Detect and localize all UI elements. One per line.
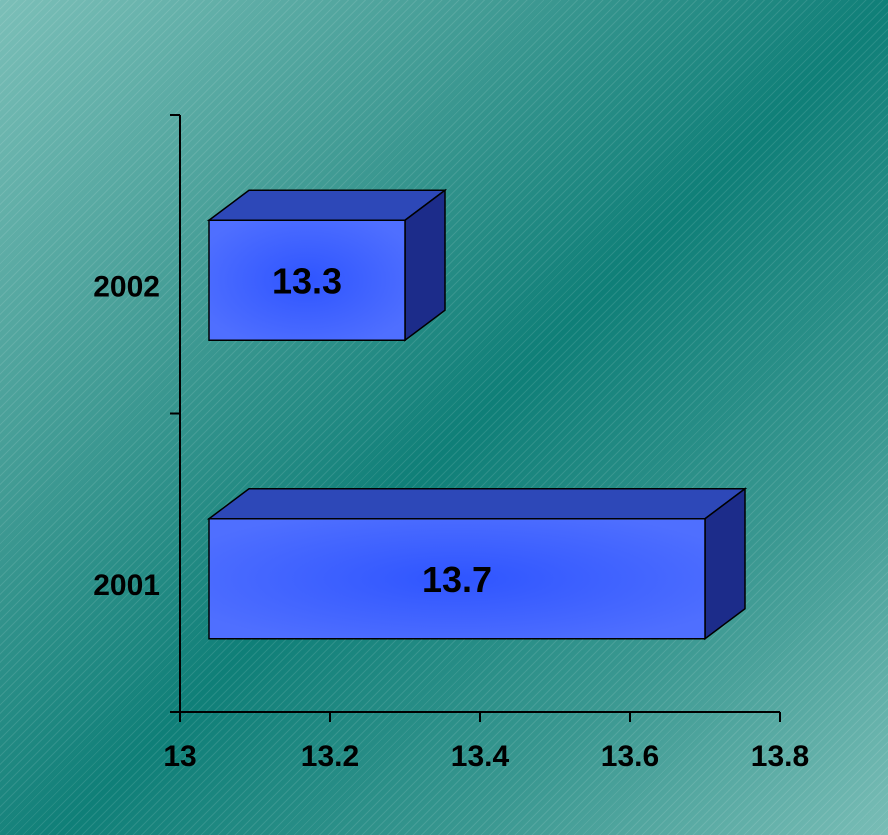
y-category-label: 2002 [93, 270, 160, 303]
x-tick-label: 13.8 [751, 740, 809, 773]
y-category-label: 2001 [93, 569, 160, 602]
bar-data-label: 13.7 [422, 559, 492, 600]
bar-2001 [206, 487, 748, 641]
bar-front-face [208, 219, 406, 341]
x-tick-label: 13.6 [601, 740, 659, 773]
x-tick-label: 13 [163, 740, 196, 773]
bar-top-face [206, 189, 448, 221]
bar-2002 [206, 188, 448, 342]
bar-data-label: 13.3 [272, 260, 342, 301]
bar-top-face [206, 488, 748, 520]
x-tick-label: 13.2 [301, 740, 359, 773]
bar-front-face [208, 518, 706, 640]
x-tick-label: 13.4 [451, 740, 510, 773]
